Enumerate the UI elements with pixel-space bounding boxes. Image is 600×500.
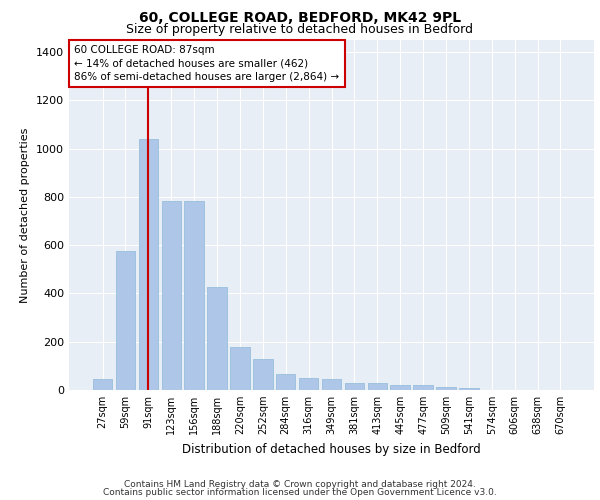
Bar: [253, 358, 272, 390]
Text: 60 COLLEGE ROAD: 87sqm
← 14% of detached houses are smaller (462)
86% of semi-de: 60 COLLEGE ROAD: 87sqm ← 14% of detached…: [74, 46, 340, 82]
Bar: [344, 383, 364, 390]
Y-axis label: Number of detached properties: Number of detached properties: [20, 128, 31, 302]
Bar: [276, 374, 295, 390]
Bar: [368, 383, 387, 390]
Bar: [161, 200, 181, 390]
X-axis label: Distribution of detached houses by size in Bedford: Distribution of detached houses by size …: [182, 442, 481, 456]
Bar: [93, 379, 112, 390]
Bar: [459, 388, 479, 390]
Bar: [230, 346, 250, 390]
Bar: [436, 387, 455, 390]
Bar: [299, 378, 319, 390]
Text: Contains HM Land Registry data © Crown copyright and database right 2024.: Contains HM Land Registry data © Crown c…: [124, 480, 476, 489]
Bar: [391, 385, 410, 390]
Text: 60, COLLEGE ROAD, BEDFORD, MK42 9PL: 60, COLLEGE ROAD, BEDFORD, MK42 9PL: [139, 11, 461, 25]
Text: Size of property relative to detached houses in Bedford: Size of property relative to detached ho…: [127, 22, 473, 36]
Bar: [208, 288, 227, 390]
Bar: [184, 200, 204, 390]
Bar: [322, 379, 341, 390]
Text: Contains public sector information licensed under the Open Government Licence v3: Contains public sector information licen…: [103, 488, 497, 497]
Bar: [139, 139, 158, 390]
Bar: [116, 251, 135, 390]
Bar: [413, 385, 433, 390]
